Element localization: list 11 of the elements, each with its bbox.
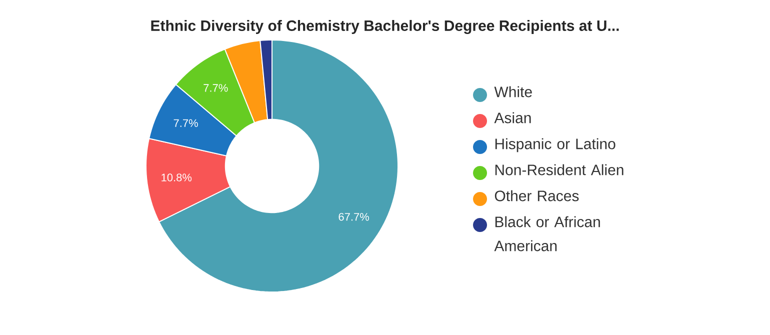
chart-title: Ethnic Diversity of Chemistry Bachelor's Degree Recipients at U... <box>151 20 619 34</box>
data-label: 7.7% <box>174 119 198 127</box>
legend-label: Black or African American <box>494 216 600 252</box>
legend-label: Other Races <box>494 190 579 202</box>
data-label: 10.8% <box>162 174 192 182</box>
legend-label: Non-Resident Alien <box>495 164 624 176</box>
legend-label: White <box>494 86 532 98</box>
data-label: 67.7% <box>338 212 369 221</box>
legend-label: Asian <box>494 112 531 124</box>
data-label: 7.7% <box>204 84 228 92</box>
legend-label: Hispanic or Latino <box>495 138 616 152</box>
